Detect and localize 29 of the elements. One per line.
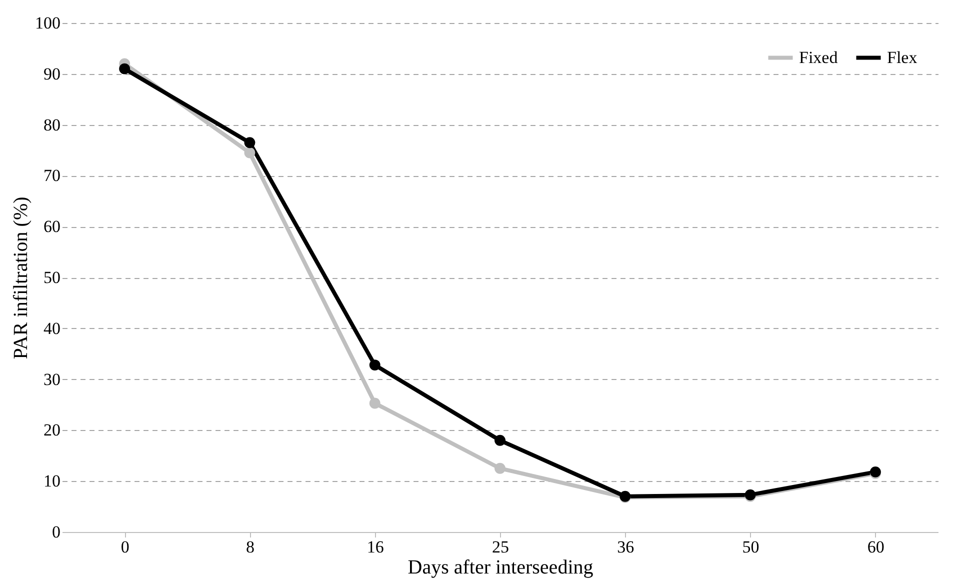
point xyxy=(244,137,256,148)
y-axis-title: PAR infiltration (%) xyxy=(10,196,32,360)
y-tick-label: 90 xyxy=(44,64,60,84)
y-tick-label: 100 xyxy=(35,14,60,32)
y-tick-label: 60 xyxy=(44,217,60,236)
y-tick-label: 70 xyxy=(44,166,60,186)
y-tick-label: 10 xyxy=(44,472,60,491)
x-tick-label: 8 xyxy=(246,538,254,556)
x-tick-label: 36 xyxy=(617,538,634,556)
y-tick-label: 40 xyxy=(44,318,60,338)
point xyxy=(119,63,130,74)
legend-label: Fixed xyxy=(799,48,838,67)
x-tick-label: 0 xyxy=(120,538,130,556)
point xyxy=(244,147,256,158)
y-tick-label: 0 xyxy=(52,522,60,542)
x-tick-label: 16 xyxy=(366,538,384,556)
point xyxy=(369,398,380,409)
y-tick-label: 30 xyxy=(44,370,60,389)
y-tick-label: 80 xyxy=(44,115,60,134)
x-tick-label: 60 xyxy=(867,538,884,556)
y-tick-label: 50 xyxy=(44,268,60,287)
legend-label: Flex xyxy=(887,48,918,67)
point xyxy=(369,360,380,371)
x-tick-label: 25 xyxy=(492,538,509,556)
point xyxy=(494,462,506,474)
point xyxy=(494,434,506,446)
y-tick-label: 20 xyxy=(44,420,60,440)
x-axis-title: Days after interseeding xyxy=(408,556,594,578)
x-tick-label: 50 xyxy=(742,538,760,556)
